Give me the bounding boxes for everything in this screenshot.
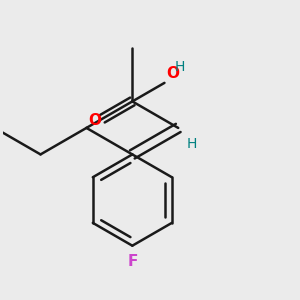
Text: O: O <box>166 66 179 81</box>
Text: F: F <box>127 254 137 269</box>
Text: H: H <box>175 60 185 74</box>
Text: H: H <box>187 137 197 151</box>
Text: O: O <box>88 112 101 128</box>
